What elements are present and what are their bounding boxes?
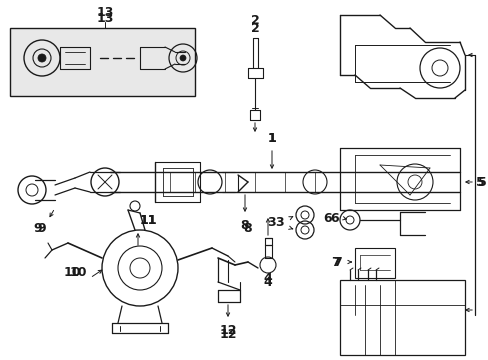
Circle shape <box>38 54 46 62</box>
Text: 8: 8 <box>243 221 252 234</box>
Text: 9: 9 <box>34 221 42 234</box>
Text: 5: 5 <box>475 176 484 189</box>
Text: 4: 4 <box>263 275 272 288</box>
Text: 2: 2 <box>250 22 259 35</box>
Text: 4: 4 <box>263 271 272 284</box>
Bar <box>10 28 195 96</box>
Text: 13: 13 <box>96 5 113 18</box>
Text: 7: 7 <box>333 256 342 269</box>
Text: 10: 10 <box>69 266 86 279</box>
Bar <box>339 280 464 355</box>
Bar <box>354 248 394 278</box>
Text: 11: 11 <box>139 213 157 226</box>
Text: 6: 6 <box>323 212 332 225</box>
Text: 3: 3 <box>275 216 284 229</box>
Text: 7: 7 <box>330 256 339 269</box>
Text: 9: 9 <box>38 221 46 234</box>
Text: 5: 5 <box>477 176 486 189</box>
Text: 6: 6 <box>330 212 339 225</box>
Text: 12: 12 <box>219 328 236 342</box>
Text: 12: 12 <box>219 324 236 337</box>
Text: 2: 2 <box>250 14 259 27</box>
Text: 1: 1 <box>267 131 276 144</box>
Text: 8: 8 <box>240 219 249 231</box>
Text: 1: 1 <box>267 131 276 144</box>
Text: 3: 3 <box>267 216 276 229</box>
Text: 13: 13 <box>96 12 113 24</box>
Circle shape <box>180 55 185 61</box>
Text: 11: 11 <box>139 213 157 226</box>
Text: 10: 10 <box>63 266 81 279</box>
